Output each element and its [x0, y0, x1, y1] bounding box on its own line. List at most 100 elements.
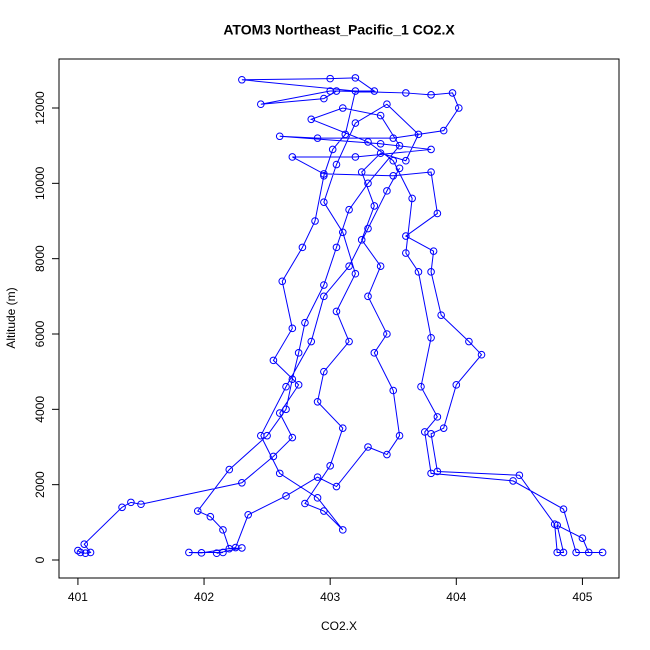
data-point	[370, 87, 379, 95]
data-point	[376, 139, 385, 148]
data-point	[351, 87, 360, 95]
data-point	[402, 249, 410, 257]
data-point	[313, 397, 322, 406]
data-point	[311, 217, 319, 225]
data-point	[389, 386, 398, 395]
data-point	[244, 510, 252, 519]
data-point	[338, 104, 347, 112]
data-point	[288, 375, 297, 383]
data-point	[395, 164, 404, 173]
data-point	[197, 549, 206, 557]
data-point	[351, 74, 360, 82]
data-point	[364, 224, 372, 233]
data-point	[376, 262, 385, 271]
data-point	[345, 337, 353, 346]
data-point	[332, 87, 341, 95]
data-point	[389, 134, 398, 142]
data-point	[578, 534, 587, 542]
data-point	[275, 132, 284, 141]
data-point	[185, 548, 193, 557]
data-point	[332, 243, 341, 252]
y-tick-label: 8000	[33, 245, 47, 272]
data-point	[127, 498, 135, 507]
data-point	[402, 89, 410, 97]
data-point	[288, 153, 297, 161]
data-point	[439, 424, 448, 432]
data-point	[357, 168, 366, 176]
data-point	[81, 549, 90, 558]
data-point	[455, 104, 463, 112]
data-point	[288, 433, 297, 442]
data-point	[313, 494, 322, 502]
data-point	[584, 548, 593, 557]
data-point	[328, 145, 337, 154]
data-point	[313, 473, 322, 481]
x-tick-label: 402	[194, 590, 214, 604]
data-point	[326, 462, 334, 470]
data-point	[452, 381, 461, 389]
data-point	[427, 91, 435, 99]
data-point	[338, 228, 347, 237]
data-point	[320, 367, 328, 376]
data-point	[364, 292, 372, 301]
data-point	[402, 156, 410, 165]
data-point	[383, 330, 391, 338]
data-point	[338, 424, 347, 432]
data-point	[427, 333, 435, 342]
y-axis-label: Altitude (m)	[4, 287, 18, 348]
data-point	[433, 209, 442, 218]
x-tick-label: 405	[572, 590, 592, 604]
data-point	[80, 540, 89, 548]
data-point	[275, 409, 284, 417]
data-point	[118, 503, 126, 512]
data-point	[351, 269, 360, 278]
data-point	[231, 543, 240, 552]
data-point	[86, 548, 95, 557]
data-point	[364, 138, 372, 146]
x-tick-label: 404	[446, 590, 466, 604]
data-point	[572, 548, 580, 557]
data-point	[206, 512, 215, 521]
data-point	[559, 505, 568, 513]
data-point	[427, 168, 435, 176]
data-point	[298, 243, 307, 252]
data-point	[402, 232, 410, 240]
data-point	[275, 469, 284, 478]
y-tick-label: 10000	[33, 166, 47, 200]
data-point	[294, 349, 303, 357]
data-point	[420, 428, 429, 436]
data-point	[269, 356, 278, 365]
data-point	[278, 277, 287, 286]
data-point	[370, 202, 379, 210]
data-point	[193, 507, 202, 515]
data-point	[370, 349, 379, 357]
y-tick-label: 12000	[33, 91, 47, 125]
data-point	[326, 74, 334, 83]
data-point	[395, 431, 404, 440]
data-point	[320, 507, 328, 515]
data-point	[351, 119, 360, 127]
data-point	[427, 145, 435, 154]
data-point	[414, 130, 423, 139]
data-point	[515, 471, 524, 480]
data-point	[465, 337, 473, 346]
x-axis-label: CO2.X	[321, 619, 357, 633]
data-point	[320, 281, 328, 289]
data-point	[294, 381, 303, 389]
data-point	[433, 413, 442, 421]
data-point	[448, 89, 457, 97]
data-point	[332, 307, 341, 316]
data-point	[437, 311, 445, 319]
data-point	[345, 262, 353, 271]
data-point	[417, 382, 425, 391]
data-point	[76, 548, 85, 557]
data-point	[477, 350, 486, 359]
data-point	[332, 160, 341, 169]
data-point	[137, 500, 145, 509]
data-point	[414, 268, 423, 276]
data-point	[320, 198, 328, 206]
data-point	[383, 187, 391, 195]
data-point	[332, 482, 341, 491]
